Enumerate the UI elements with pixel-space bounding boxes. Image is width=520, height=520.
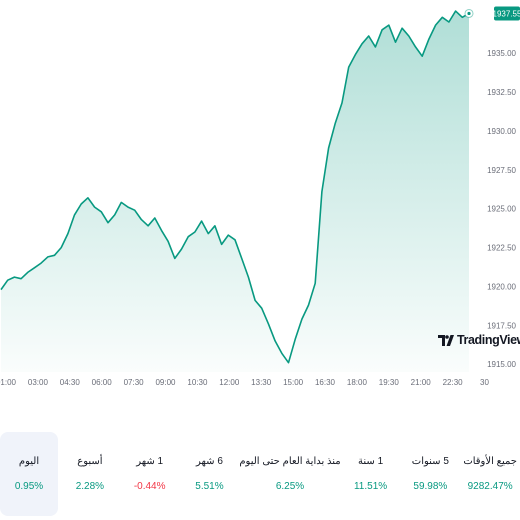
y-tick-label: 1917.50: [487, 321, 516, 330]
last-price-tag-bg: [494, 6, 520, 21]
period-7[interactable]: جميع الأوقات 9282.47%: [460, 432, 520, 516]
y-tick-label: 1927.50: [487, 166, 516, 175]
y-tick-label: 1930.00: [487, 127, 516, 136]
brand-name: TradingView: [457, 333, 520, 347]
y-tick-label: 1920.00: [487, 282, 516, 291]
period-1[interactable]: أسبوع 2.28%: [60, 432, 120, 516]
period-5[interactable]: 1 سنة 11.51%: [341, 432, 401, 516]
y-tick-label: 1922.50: [487, 244, 516, 253]
x-tick-label: 09:00: [155, 378, 176, 387]
x-tick-label: 21:00: [411, 378, 432, 387]
y-axis: 1915.00 1917.50 1920.00 1922.50 1925.00 1927.…: [487, 49, 516, 369]
y-tick-label: 1935.00: [487, 49, 516, 58]
last-point: [467, 11, 471, 16]
x-tick-label: 22:30: [443, 378, 464, 387]
x-tick-label: 18:00: [347, 378, 368, 387]
y-tick-label: 1925.00: [487, 205, 516, 214]
last-price-tag: 1937.55: [493, 6, 520, 21]
period-label: جميع الأوقات: [463, 456, 517, 467]
x-tick-label: 12:00: [219, 378, 240, 387]
x-tick-label: 13:30: [251, 378, 272, 387]
period-value: 0.95%: [14, 481, 44, 492]
period-0[interactable]: اليوم 0.95%: [0, 432, 58, 516]
period-value: 6.25%: [275, 481, 305, 492]
period-label: أسبوع: [77, 456, 103, 467]
series-area: [1, 11, 469, 372]
y-tick-label: 1915.00: [487, 360, 516, 369]
period-value: 11.51%: [353, 481, 388, 492]
period-value: 9282.47%: [467, 481, 513, 492]
period-label: منذ بداية العام حتى اليوم: [239, 456, 341, 467]
tradingview-logo-icon: [438, 334, 454, 346]
performance-periods: اليوم 0.95% أسبوع 2.28% 1 شهر -0.44% 6 شهر 5.51…: [0, 432, 520, 516]
x-tick-label: 19:30: [379, 378, 400, 387]
y-tick-label: 1932.50: [487, 88, 516, 97]
last-price-tag-label: 1937.55: [493, 9, 520, 18]
period-value: 59.98%: [413, 481, 448, 492]
period-value: -0.44%: [133, 481, 166, 492]
period-value: 2.28%: [75, 481, 105, 492]
x-tick-label: 16:30: [315, 378, 336, 387]
last-price-marker: [464, 8, 474, 18]
period-label: 1 شهر: [136, 456, 164, 467]
x-tick-label: 07:30: [124, 378, 145, 387]
tradingview-brand[interactable]: TradingView: [438, 333, 520, 347]
x-axis: 01:00 03:00 04:30 06:00 07:30 09:00 10:30 12:00…: [0, 378, 489, 387]
period-3[interactable]: 6 شهر 5.51%: [180, 432, 240, 516]
price-chart[interactable]: 1915.00 1917.50 1920.00 1922.50 1925.00 1927.…: [0, 0, 520, 400]
period-label: اليوم: [18, 456, 40, 467]
price-line: [0, 10, 470, 364]
x-tick-label: 01:00: [0, 378, 17, 387]
x-tick-label: 15:00: [283, 378, 304, 387]
x-tick-label: 06:00: [92, 378, 113, 387]
period-value: 5.51%: [195, 481, 224, 492]
area-fill: [1, 11, 469, 372]
period-4[interactable]: منذ بداية العام حتى اليوم 6.25%: [239, 432, 340, 516]
period-6[interactable]: 5 سنوات 59.98%: [400, 432, 460, 516]
x-tick-label: 04:30: [60, 378, 81, 387]
period-2[interactable]: 1 شهر -0.44%: [120, 432, 180, 516]
series-line: [0, 10, 470, 364]
period-label: 5 سنوات: [411, 456, 449, 467]
period-label: 1 سنة: [358, 456, 384, 467]
x-tick-label: 30: [480, 378, 489, 387]
period-label: 6 شهر: [196, 456, 223, 467]
x-tick-label: 03:00: [28, 378, 49, 387]
x-tick-label: 10:30: [187, 378, 208, 387]
